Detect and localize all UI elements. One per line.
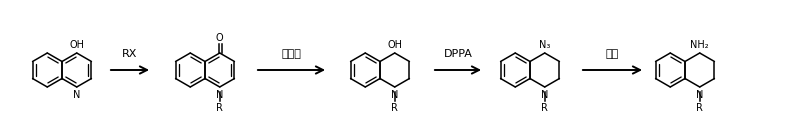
Text: R: R [216,103,223,113]
Text: N: N [73,90,81,100]
Text: N: N [391,90,398,100]
Text: N: N [696,90,703,100]
Text: R: R [391,103,398,113]
Text: N: N [541,90,549,100]
Text: RX: RX [122,49,138,59]
Text: 还原剂: 还原剂 [282,49,302,59]
Text: R: R [696,103,703,113]
Text: NH₂: NH₂ [690,40,709,50]
Text: O: O [216,33,223,43]
Text: N: N [216,90,223,100]
Text: 还原: 还原 [606,49,619,59]
Text: OH: OH [70,40,84,50]
Text: OH: OH [387,40,402,50]
Text: DPPA: DPPA [443,49,473,59]
Text: N₃: N₃ [539,40,550,50]
Text: R: R [542,103,548,113]
